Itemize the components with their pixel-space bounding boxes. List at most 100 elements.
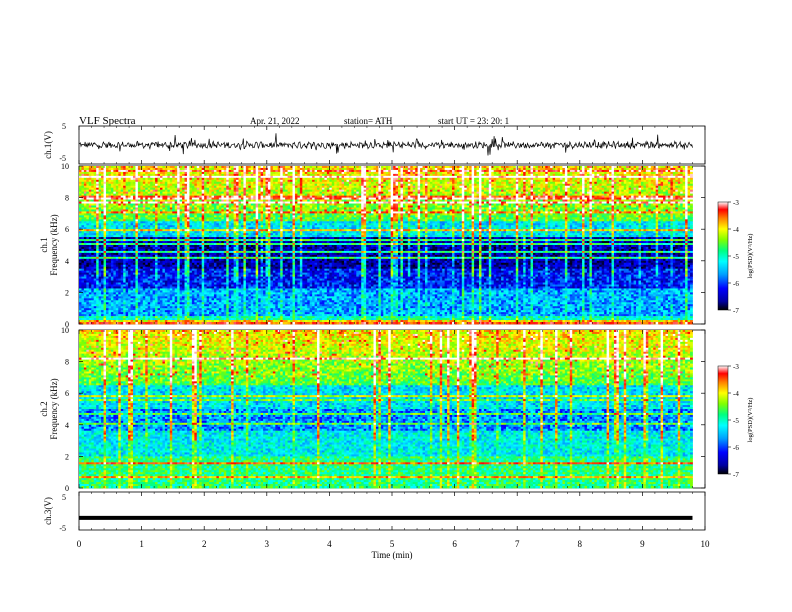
spectrogram-cell	[326, 175, 330, 179]
spectrogram-cell	[648, 166, 652, 169]
spectrogram-cell	[599, 179, 603, 183]
spectrogram-cell	[204, 166, 207, 169]
spectrogram-cell	[272, 179, 276, 183]
spectrogram-cell	[638, 177, 642, 181]
spectrogram-cell	[83, 177, 87, 181]
spectrogram-cell	[616, 175, 620, 179]
spectrogram-cell	[547, 171, 551, 175]
spectrogram-cell	[118, 173, 122, 177]
spectrogram-cell	[528, 179, 531, 183]
spectrogram-cell	[542, 173, 546, 177]
spectrogram-cell	[299, 173, 303, 177]
spectrogram-cell	[221, 167, 225, 171]
spectrogram-cell	[417, 177, 421, 181]
spectrogram-cell	[636, 167, 639, 171]
spectrogram-cell	[142, 169, 146, 173]
spectrogram-cell	[118, 171, 122, 175]
spectrogram-cell	[368, 175, 372, 179]
spectrogram-cell	[142, 166, 146, 169]
spectrogram-cell	[339, 173, 342, 177]
spectrogram-cell	[579, 167, 583, 171]
spectrogram-cell	[469, 169, 473, 173]
spectrogram-cell	[184, 179, 188, 183]
spectrogram-cell	[510, 169, 514, 173]
spectrogram-cell	[86, 177, 90, 181]
spectrogram-cell	[518, 173, 522, 177]
spectrogram-cell	[388, 175, 392, 179]
spectrogram-cell	[518, 179, 522, 183]
spectrogram-cell	[503, 167, 507, 171]
spectrogram-cell	[488, 166, 492, 169]
spectrogram-cell	[385, 173, 389, 177]
spectrogram-cell	[383, 177, 387, 181]
spectrogram-cell	[520, 179, 524, 183]
spectrogram-cell	[280, 173, 284, 177]
spectrogram-cell	[353, 179, 357, 183]
spectrogram-cell	[157, 179, 161, 183]
spectrogram-cell	[164, 166, 168, 169]
spectrogram-cell	[317, 171, 320, 175]
spectrogram-cell	[135, 179, 139, 183]
spectrogram-cell	[596, 179, 600, 183]
spectrogram-cell	[348, 166, 352, 169]
spectrogram-cell	[206, 177, 210, 181]
spectrogram-cell	[552, 179, 556, 183]
spectrogram-cell	[672, 167, 676, 171]
spectrogram-cell	[282, 169, 286, 173]
spectrogram-cell	[493, 177, 497, 181]
spectrogram-cell	[177, 171, 181, 175]
spectrogram-cell	[319, 177, 323, 181]
spectrogram-cell	[552, 173, 556, 177]
spectrogram-cell	[275, 166, 279, 169]
spectrogram-cell	[150, 167, 154, 171]
spectrogram-cell	[510, 179, 514, 183]
spectrogram-cell	[412, 175, 416, 179]
spectrogram-cell	[400, 179, 404, 183]
spectrogram-cell	[204, 169, 207, 173]
spectrogram-cell	[501, 177, 504, 181]
spectrogram-cell	[633, 177, 637, 181]
spectrogram-cell	[287, 169, 291, 173]
spectrogram-cell	[375, 166, 379, 169]
spectrogram-cell	[501, 167, 504, 171]
spectrogram-cell	[582, 177, 585, 181]
spectrogram-cell	[86, 171, 90, 175]
spectrogram-cell	[125, 171, 129, 175]
spectrogram-cell	[314, 177, 318, 181]
spectrogram-cell	[368, 177, 372, 181]
spectrogram-cell	[209, 177, 212, 181]
spectrogram-cell	[209, 171, 212, 175]
spectrogram-cell	[555, 179, 558, 183]
spectrogram-cell	[628, 173, 632, 177]
spectrogram-cell	[690, 171, 693, 175]
spectrogram-cell	[221, 179, 225, 183]
spectrogram-cell	[618, 171, 622, 175]
spectrogram-cell	[226, 171, 230, 175]
spectrogram-cell	[407, 166, 411, 169]
spectrogram-cell	[559, 173, 563, 177]
spectrogram-cell	[606, 169, 610, 173]
spectrogram-cell	[429, 167, 433, 171]
spectrogram-cell	[613, 179, 617, 183]
spectrogram-cell	[415, 179, 419, 183]
spectrogram-cell	[329, 175, 333, 179]
spectrogram-cell	[606, 175, 610, 179]
spectrogram-cell	[439, 175, 443, 179]
spectrogram-cell	[142, 177, 146, 181]
spectrogram-cell	[643, 175, 647, 179]
spectrogram-cell	[417, 169, 421, 173]
spectrogram-cell	[456, 179, 460, 183]
spectrogram-cell	[564, 175, 568, 179]
spectrogram-cell	[456, 175, 460, 179]
spectrogram-cell	[213, 173, 217, 177]
spectrogram-cell	[371, 171, 374, 175]
spectrogram-cell	[228, 167, 232, 171]
spectrogram-cell	[390, 169, 394, 173]
spectrogram-cell	[444, 167, 448, 171]
spectrogram-cell	[557, 177, 561, 181]
spectrogram-cell	[216, 169, 220, 173]
spectrogram-cell	[307, 167, 311, 171]
spectrogram-cell	[535, 175, 539, 179]
spectrogram-cell	[353, 171, 357, 175]
spectrogram-cell	[209, 169, 212, 173]
